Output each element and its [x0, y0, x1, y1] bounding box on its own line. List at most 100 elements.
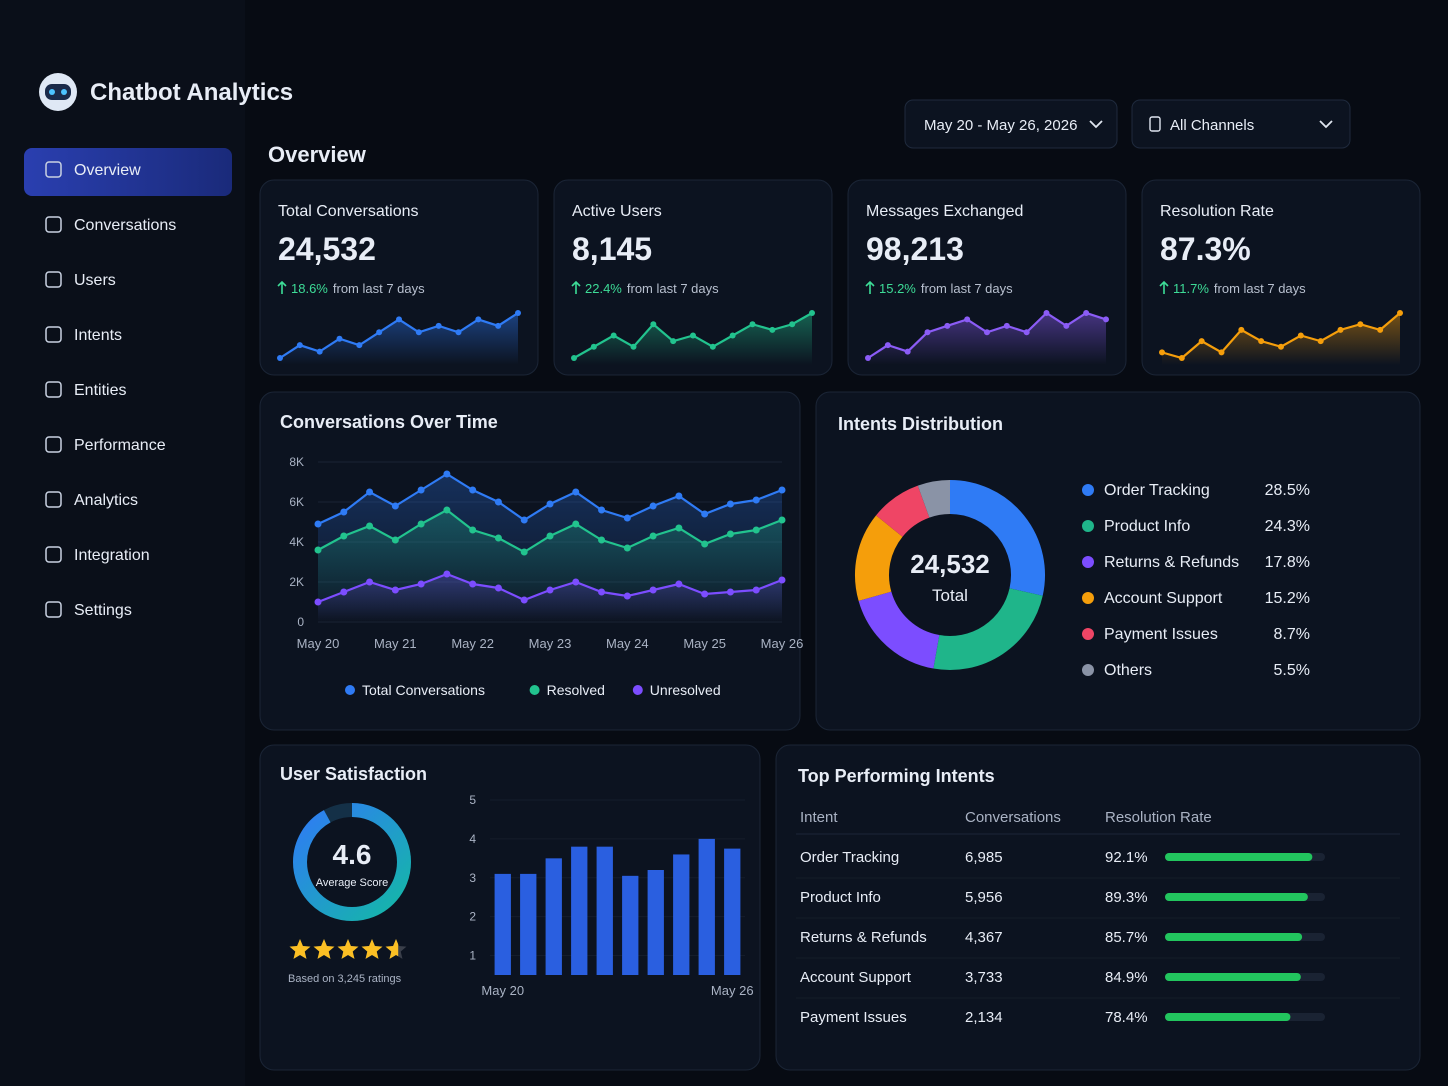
- series-point: [778, 486, 786, 494]
- sparkline-point: [964, 316, 971, 323]
- sparkline-point: [277, 355, 283, 361]
- nav-icon[interactable]: [45, 436, 62, 453]
- rate-label: 84.9%: [1105, 969, 1148, 986]
- series-point: [572, 488, 580, 496]
- nav-icon[interactable]: [45, 381, 62, 398]
- sparkline-point: [1278, 343, 1284, 350]
- nav-label[interactable]: Integration: [74, 547, 150, 564]
- kpi-change-line: 18.6% from last 7 days: [291, 281, 425, 296]
- series-point: [623, 544, 631, 552]
- donut-segment: [858, 590, 941, 669]
- sparkline-area: [868, 313, 1106, 365]
- table-cell: Returns & Refunds: [800, 929, 927, 946]
- kpi-change-line: 11.7% from last 7 days: [1173, 281, 1306, 296]
- x-tick-label: May 22: [451, 636, 494, 651]
- table-cell: Account Support: [800, 969, 912, 986]
- nav-icon[interactable]: [45, 326, 62, 343]
- nav-icon[interactable]: [45, 546, 62, 563]
- sparkline-point: [924, 329, 931, 336]
- series-point: [546, 500, 554, 508]
- series-point: [340, 508, 348, 516]
- sparkline-point: [495, 322, 502, 329]
- series-point: [778, 516, 786, 524]
- sparkline-point: [650, 321, 657, 328]
- nav-label[interactable]: Performance: [74, 437, 166, 454]
- sparkline-point: [1083, 310, 1090, 316]
- series-point: [675, 580, 683, 588]
- sparkline-point: [1397, 310, 1403, 316]
- nav-icon[interactable]: [45, 216, 62, 233]
- sparkline-point: [1297, 332, 1304, 339]
- sparkline-point: [356, 342, 363, 349]
- nav-label[interactable]: Intents: [74, 327, 122, 344]
- x-tick-label: May 26: [761, 636, 804, 651]
- sparkline-point: [884, 342, 891, 349]
- nav-icon[interactable]: [45, 601, 62, 618]
- date-dropdown[interactable]: May 20 - May 26, 2026: [904, 99, 1118, 149]
- series-area: [318, 574, 782, 622]
- nav-label[interactable]: Entities: [74, 382, 126, 399]
- legend-value: 24.3%: [1265, 518, 1310, 535]
- series-point: [675, 524, 683, 532]
- table-cell: 6,985: [965, 849, 1003, 866]
- donut-segment: [917, 480, 951, 518]
- series-point: [391, 586, 399, 594]
- up-arrow: [277, 280, 287, 294]
- y-tick-label: 3: [469, 871, 476, 885]
- series-point: [649, 586, 657, 594]
- nav-item[interactable]: Overview: [24, 148, 232, 196]
- table-cell: 2,134: [965, 1009, 1003, 1026]
- sparkline-point: [590, 343, 597, 350]
- legend-label: Order Tracking: [1104, 482, 1210, 499]
- nav-icon[interactable]: [45, 271, 62, 288]
- rate-bar: [1165, 973, 1301, 981]
- series-point: [572, 520, 580, 528]
- sparkline-point: [1003, 322, 1010, 329]
- series-point: [391, 502, 399, 510]
- nav-active[interactable]: [24, 148, 232, 196]
- channel-dropdown[interactable]: All Channels: [1131, 99, 1351, 149]
- donut-segment: [949, 480, 1045, 596]
- series-point: [726, 530, 734, 538]
- nav-label[interactable]: Overview: [74, 162, 141, 179]
- sparkline-point: [1023, 329, 1030, 336]
- nav-item[interactable]: Analytics: [45, 491, 138, 509]
- legend-swatch: [632, 685, 643, 695]
- kpi-label: Total Conversations: [278, 203, 419, 220]
- y-tick-label: 2K: [289, 575, 304, 589]
- nav-label[interactable]: Conversations: [74, 217, 176, 234]
- nav-item[interactable]: Performance: [45, 436, 166, 454]
- column-header: Intent: [800, 809, 838, 826]
- sparkline-point: [571, 355, 577, 361]
- sparkline-point: [296, 342, 303, 349]
- sparkline-point: [435, 322, 442, 329]
- sparkline-point: [630, 343, 637, 350]
- nav-label[interactable]: Settings: [74, 602, 132, 619]
- kpi-note: from last 7 days: [333, 281, 425, 296]
- nav-icon[interactable]: [45, 491, 62, 508]
- series-point: [752, 526, 760, 534]
- nav-item[interactable]: Integration: [45, 546, 150, 564]
- kpi-change-line: 22.4% from last 7 days: [585, 281, 719, 296]
- sparkline-point: [690, 332, 696, 339]
- nav-item[interactable]: Settings: [45, 601, 132, 619]
- nav-item[interactable]: Intents: [45, 326, 122, 344]
- nav-item[interactable]: Users: [45, 271, 116, 289]
- legend-value: 5.5%: [1274, 662, 1310, 679]
- sparkline-point: [1178, 355, 1185, 361]
- series-point: [701, 590, 709, 598]
- rate-label: 89.3%: [1105, 889, 1148, 906]
- kpi-label: Resolution Rate: [1160, 203, 1274, 220]
- bar: [545, 858, 562, 975]
- nav-icon[interactable]: [45, 161, 62, 178]
- nav-item[interactable]: Entities: [45, 381, 126, 399]
- nav-item[interactable]: Conversations: [45, 216, 176, 234]
- channel[interactable]: All Channels: [1170, 117, 1254, 134]
- nav-label[interactable]: Analytics: [74, 492, 138, 509]
- sparkline-point: [709, 343, 716, 350]
- x-tick-label: May 20: [481, 983, 524, 998]
- legend-label: Payment Issues: [1104, 626, 1218, 643]
- nav-label[interactable]: Users: [74, 272, 116, 289]
- series-point: [443, 470, 451, 478]
- date-range[interactable]: May 20 - May 26, 2026: [924, 117, 1077, 134]
